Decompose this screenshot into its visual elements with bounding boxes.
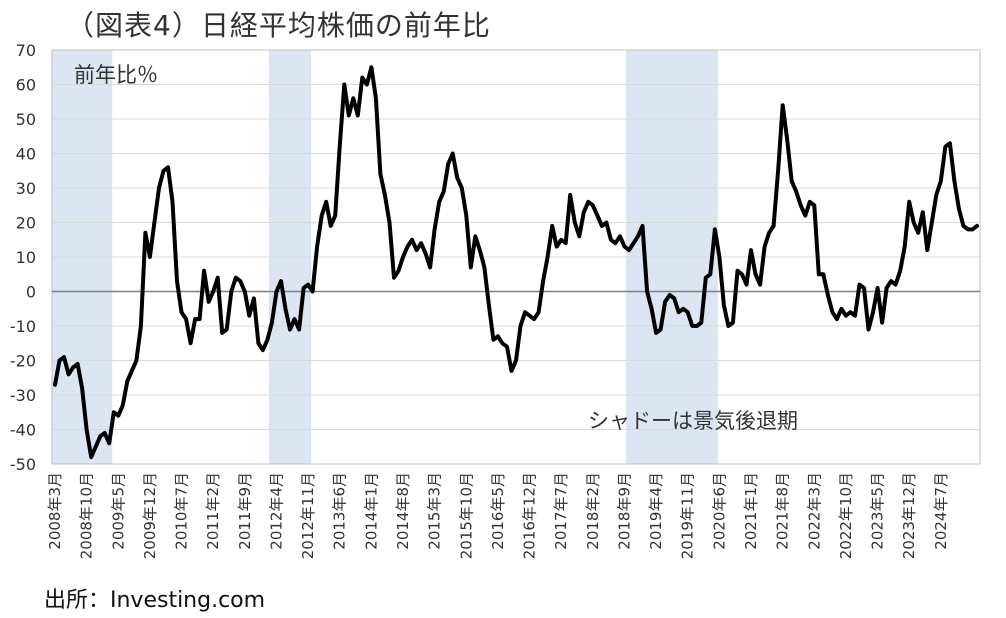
x-tick-label: 2016年12月 (521, 472, 539, 559)
x-tick-label: 2018年9月 (615, 472, 633, 550)
gridlines (52, 49, 980, 465)
x-axis-ticks: 2008年3月 2008年10月 2009年5月 2009年12月 2010年7月 201… (46, 472, 950, 559)
source-note: 出所：Investing.com (44, 588, 266, 613)
plot-border (51, 49, 981, 465)
x-tick-label: 2023年12月 (900, 472, 918, 559)
y-tick-label: -20 (10, 352, 36, 371)
y-tick-label: 20 (16, 214, 36, 233)
shade-note: シャドーは景気後退期 (588, 409, 798, 433)
x-tick-label: 2023年5月 (869, 472, 887, 550)
x-tick-label: 2014年1月 (362, 472, 380, 550)
series-label: 前年比％ (74, 63, 158, 87)
x-tick-label: 2015年10月 (457, 472, 475, 559)
x-tick-label: 2024年7月 (932, 472, 950, 550)
x-tick-label: 2014年8月 (394, 472, 412, 550)
x-tick-label: 2016年5月 (489, 472, 507, 550)
y-tick-label: 30 (16, 179, 36, 198)
series-line-yoy (53, 65, 979, 460)
y-tick-label: 70 (16, 41, 36, 60)
y-tick-label: -40 (10, 421, 36, 440)
x-tick-label: 2017年7月 (552, 472, 570, 550)
x-tick-label: 2019年4月 (647, 472, 665, 550)
x-tick-label: 2021年1月 (742, 472, 760, 550)
x-tick-label: 2022年3月 (805, 472, 823, 550)
x-tick-label: 2020年6月 (710, 472, 728, 550)
x-tick-label: 2008年3月 (46, 472, 64, 550)
x-tick-label: 2013年6月 (331, 472, 349, 550)
x-tick-label: 2022年10月 (837, 472, 855, 559)
x-tick-label: 2009年5月 (109, 472, 127, 550)
x-tick-label: 2018年2月 (584, 472, 602, 550)
y-tick-label: -30 (10, 386, 36, 405)
x-tick-label: 2012年4月 (267, 472, 285, 550)
x-tick-label: 2011年2月 (204, 472, 222, 550)
y-tick-label: 50 (16, 110, 36, 129)
x-tick-label: 2015年3月 (426, 472, 444, 550)
y-tick-label: 10 (16, 248, 36, 267)
y-tick-label: -10 (10, 317, 36, 336)
y-axis-ticks: 70 60 50 40 30 20 10 0 -10 -20 -30 -40 -50 (10, 41, 36, 474)
x-tick-label: 2021年8月 (774, 472, 792, 550)
y-tick-label: 0 (26, 283, 36, 302)
y-tick-label: 40 (16, 145, 36, 164)
y-tick-label: -50 (10, 455, 36, 474)
x-tick-label: 2010年7月 (173, 472, 191, 550)
x-tick-label: 2009年12月 (141, 472, 159, 559)
x-tick-label: 2011年9月 (236, 472, 254, 550)
y-tick-label: 60 (16, 76, 36, 95)
x-tick-label: 2012年11月 (299, 472, 317, 559)
x-tick-label: 2019年11月 (679, 472, 697, 559)
x-tick-label: 2008年10月 (78, 472, 96, 559)
chart-title: （図表4）日経平均株価の前年比 (66, 9, 491, 42)
